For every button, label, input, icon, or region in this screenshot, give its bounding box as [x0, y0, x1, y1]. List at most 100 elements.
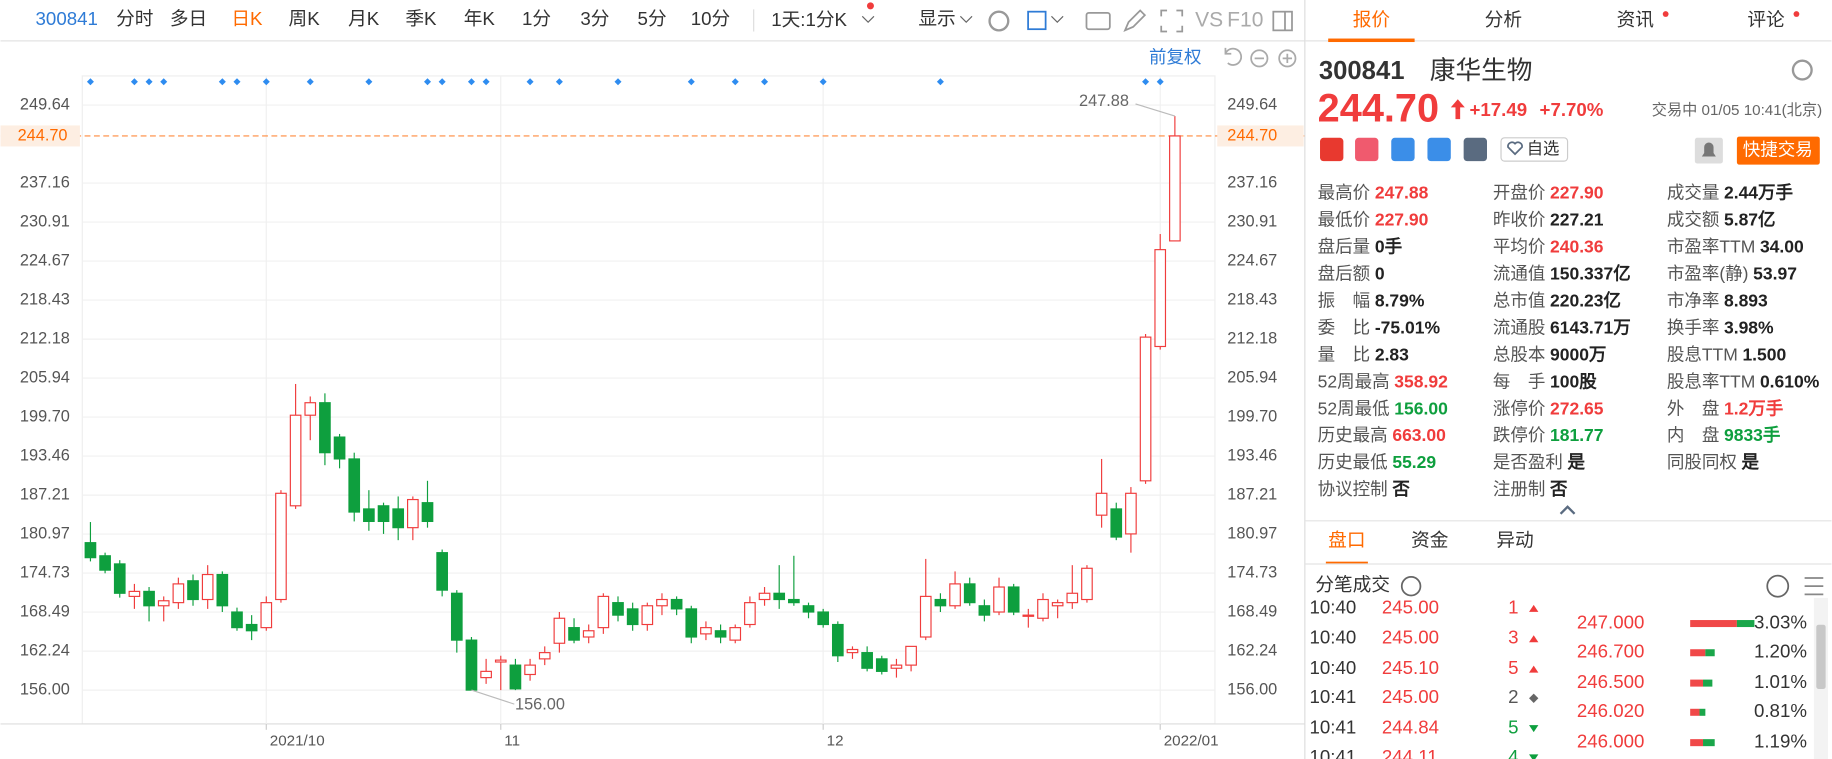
undo-icon[interactable]	[1224, 47, 1243, 66]
event-marker[interactable]	[614, 78, 622, 86]
period-tab[interactable]: 5分	[638, 8, 667, 29]
period-tab[interactable]: 年K	[464, 8, 496, 29]
stat-label: 是否盈利	[1493, 452, 1563, 472]
candle-body	[392, 508, 405, 529]
info-icon[interactable]	[1400, 575, 1422, 597]
event-marker[interactable]	[365, 78, 373, 86]
panel-tab[interactable]: 资讯	[1617, 9, 1655, 30]
event-marker[interactable]	[555, 78, 563, 86]
watch-button[interactable]	[1500, 137, 1569, 162]
x-tick-label: 12	[827, 733, 844, 750]
event-marker[interactable]	[218, 78, 226, 86]
period-tab[interactable]: 3分	[580, 8, 609, 29]
event-marker[interactable]	[86, 78, 94, 86]
event-marker[interactable]	[467, 78, 475, 86]
period-tab[interactable]: 多日	[170, 8, 207, 29]
candle-body	[1169, 135, 1181, 242]
event-marker[interactable]	[306, 78, 314, 86]
panel-tab[interactable]: 分析	[1485, 9, 1522, 30]
last-price: 244.70	[1318, 86, 1439, 130]
period-tab[interactable]: 10分	[691, 8, 730, 29]
event-marker[interactable]	[1156, 78, 1164, 86]
candle-body	[612, 602, 624, 616]
event-marker[interactable]	[482, 78, 490, 86]
fullscreen-icon[interactable]	[1160, 9, 1184, 33]
candle-body	[436, 552, 448, 591]
compare-button[interactable]: VS	[1195, 9, 1223, 32]
candle-body	[157, 600, 170, 607]
event-marker[interactable]	[761, 78, 769, 86]
stat-label: 最低价	[1318, 209, 1371, 229]
list-icon[interactable]	[1804, 577, 1824, 596]
collapse-icon[interactable]	[1559, 505, 1576, 515]
event-marker[interactable]	[526, 78, 534, 86]
scrollbar-thumb[interactable]	[1816, 624, 1826, 689]
event-marker[interactable]	[731, 78, 739, 86]
zoom-in-icon[interactable]	[1278, 49, 1297, 68]
panel-tab[interactable]: 评论	[1747, 9, 1785, 30]
candle-body	[641, 605, 654, 626]
event-marker[interactable]	[936, 78, 944, 86]
stat-value: 0手	[1375, 236, 1403, 256]
stat-label: 52周最低	[1318, 398, 1390, 418]
event-marker[interactable]	[819, 78, 827, 86]
stat-value: 227.21	[1550, 209, 1604, 229]
action-icon[interactable]	[1355, 137, 1379, 162]
period-tab[interactable]: 日K	[231, 8, 263, 29]
stat-value: 227.90	[1550, 182, 1604, 202]
stat-label: 换手率	[1667, 317, 1720, 337]
action-icon[interactable]	[1427, 137, 1451, 162]
event-marker[interactable]	[687, 78, 695, 86]
f10-button[interactable]: F10	[1227, 9, 1263, 32]
dropdown-icon	[1051, 15, 1064, 24]
stat-value: 150.337亿	[1550, 263, 1631, 283]
high-annotation: 247.88	[1079, 92, 1129, 110]
event-marker[interactable]	[130, 78, 138, 86]
event-marker[interactable]	[262, 78, 270, 86]
pen-icon[interactable]	[1123, 9, 1147, 33]
zoom-in-icon	[1282, 53, 1292, 64]
candle-body	[480, 670, 492, 679]
settings-icon[interactable]	[1791, 59, 1813, 81]
stat-value: 9833手	[1724, 425, 1781, 445]
settings-icon[interactable]	[988, 10, 1010, 32]
sub-tab[interactable]: 资金	[1411, 530, 1449, 551]
period-select[interactable]: 1天:1分K	[771, 9, 847, 30]
stat-label: 振 幅	[1318, 290, 1371, 310]
stat-value: 是	[1741, 452, 1759, 472]
book-bar-sell	[1703, 679, 1713, 687]
book-pct: 1.01%	[1754, 671, 1807, 692]
event-marker[interactable]	[423, 78, 431, 86]
more-icon[interactable]	[1766, 574, 1790, 598]
sub-tab[interactable]: 盘口	[1328, 530, 1365, 551]
y-tick-label: 218.43	[20, 290, 70, 308]
display-menu[interactable]: 显示	[918, 8, 955, 29]
action-icon[interactable]	[1463, 137, 1488, 162]
action-icon[interactable]	[1320, 137, 1344, 162]
period-tab[interactable]: 季K	[405, 8, 437, 29]
panel-icon[interactable]	[1272, 10, 1293, 32]
event-marker[interactable]	[145, 78, 153, 86]
tick-direction	[1529, 754, 1539, 759]
period-tab[interactable]: 分时	[116, 8, 153, 29]
event-marker[interactable]	[233, 78, 241, 86]
book-pct: 3.03%	[1754, 611, 1807, 632]
event-marker[interactable]	[160, 78, 168, 86]
action-icon[interactable]	[1391, 137, 1415, 162]
box-icon[interactable]	[1027, 10, 1047, 31]
camera-icon[interactable]	[1085, 11, 1111, 31]
book-price: 247.000	[1577, 611, 1645, 632]
zoom-out-icon[interactable]	[1250, 49, 1269, 68]
event-marker[interactable]	[1142, 78, 1150, 86]
trade-button[interactable]	[1736, 136, 1820, 165]
period-tab[interactable]: 周K	[289, 8, 321, 29]
sub-tab[interactable]: 异动	[1496, 530, 1533, 551]
adjust-button[interactable]: 前复权	[1149, 47, 1202, 67]
book-pct: 1.19%	[1754, 731, 1807, 752]
book-price: 246.500	[1577, 671, 1645, 692]
period-tab[interactable]: 月K	[348, 8, 380, 29]
period-tab[interactable]: 1分	[522, 8, 551, 29]
panel-tab[interactable]: 报价	[1353, 9, 1391, 30]
event-marker[interactable]	[438, 78, 446, 86]
tick-direction	[1529, 725, 1539, 733]
